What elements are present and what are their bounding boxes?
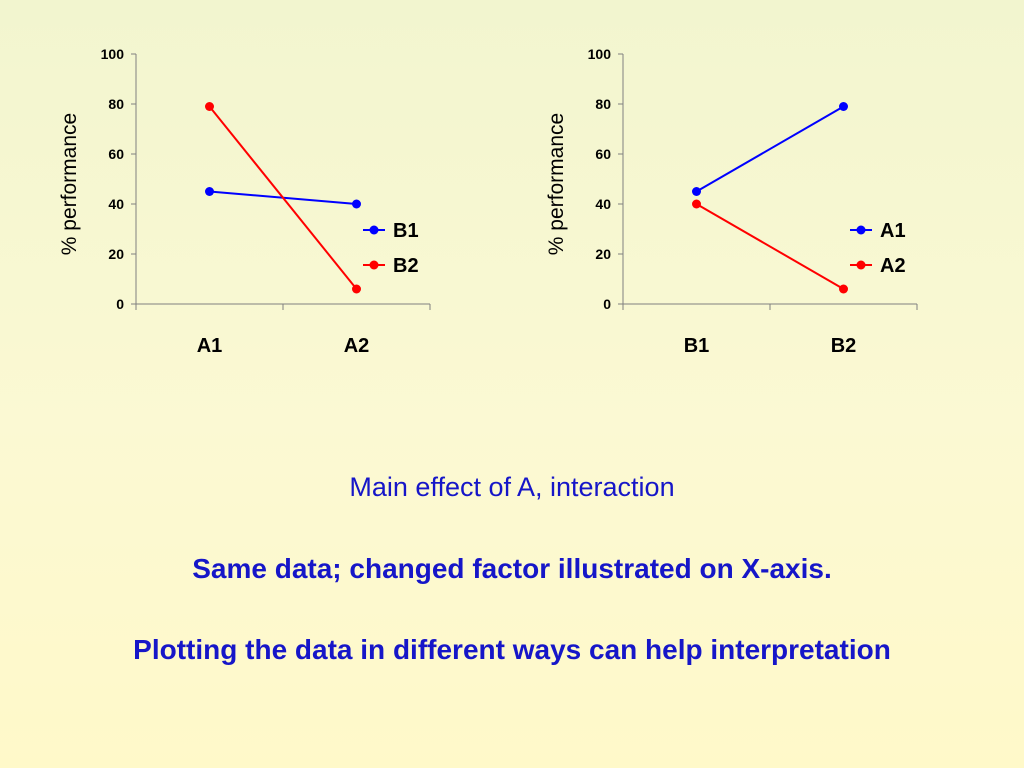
right-legend-marker-A2 xyxy=(856,260,866,270)
left-y-tick-label: 60 xyxy=(108,146,124,162)
right-point-A1-B1 xyxy=(692,187,701,196)
right-y-tick-label: 0 xyxy=(603,296,611,312)
left-legend-label: B2 xyxy=(393,255,419,277)
left-y-tick-label: 100 xyxy=(101,46,125,62)
left-point-B1-A2 xyxy=(352,199,361,209)
chart-right-svg: 0 20 40 60 80 100 B1 B2 % performance A1 A2 xyxy=(545,46,918,357)
caption-main-effect: Main effect of A, interaction xyxy=(349,472,675,502)
right-point-A2-B2 xyxy=(839,284,848,294)
left-y-tick-label: 40 xyxy=(108,196,124,212)
left-y-axis-label: % performance xyxy=(58,113,81,255)
right-y-tick-label: 100 xyxy=(588,46,612,62)
right-point-A2-B1 xyxy=(692,199,701,209)
right-point-A1-B2 xyxy=(839,102,848,111)
right-y-tick-label: 60 xyxy=(595,146,611,162)
chart-left: 0 20 40 60 80 100 A1 A2 % performance B1 B2 xyxy=(40,30,500,370)
caption-same-data: Same data; changed factor illustrated on… xyxy=(192,553,832,584)
right-series-line-A2 xyxy=(695,203,845,290)
right-series-line-A1 xyxy=(695,105,845,193)
caption-plotting: Plotting the data in different ways can … xyxy=(133,634,891,665)
right-x-tick-label: B1 xyxy=(684,335,710,357)
left-legend-label: B1 xyxy=(393,220,419,242)
right-y-axis-label: % performance xyxy=(545,113,568,255)
left-point-B2-A2 xyxy=(352,284,361,294)
right-y-tick-label: 40 xyxy=(595,196,611,212)
right-legend-label: A1 xyxy=(880,220,906,242)
chart-right: 0 20 40 60 80 100 B1 B2 % performance A1 A2 xyxy=(527,30,987,370)
left-x-tick-label: A2 xyxy=(344,335,370,357)
chart-left-svg: 0 20 40 60 80 100 A1 A2 % performance B1 B2 xyxy=(58,46,431,357)
right-y-tick-label: 20 xyxy=(595,246,611,262)
left-x-tick-label: A1 xyxy=(197,335,223,357)
right-legend-label: A2 xyxy=(880,255,906,277)
right-x-tick-label: B2 xyxy=(831,335,857,357)
left-legend-marker-B2 xyxy=(369,260,379,270)
left-legend-marker-B1 xyxy=(369,225,379,235)
right-legend-marker-A1 xyxy=(856,225,866,235)
left-series-line-B2 xyxy=(208,105,358,290)
left-point-B1-A1 xyxy=(205,187,214,196)
left-y-tick-label: 20 xyxy=(108,246,124,262)
right-y-tick-label: 80 xyxy=(595,96,611,112)
left-y-tick-label: 0 xyxy=(116,296,124,312)
left-point-B2-A1 xyxy=(205,102,214,111)
left-y-tick-label: 80 xyxy=(108,96,124,112)
